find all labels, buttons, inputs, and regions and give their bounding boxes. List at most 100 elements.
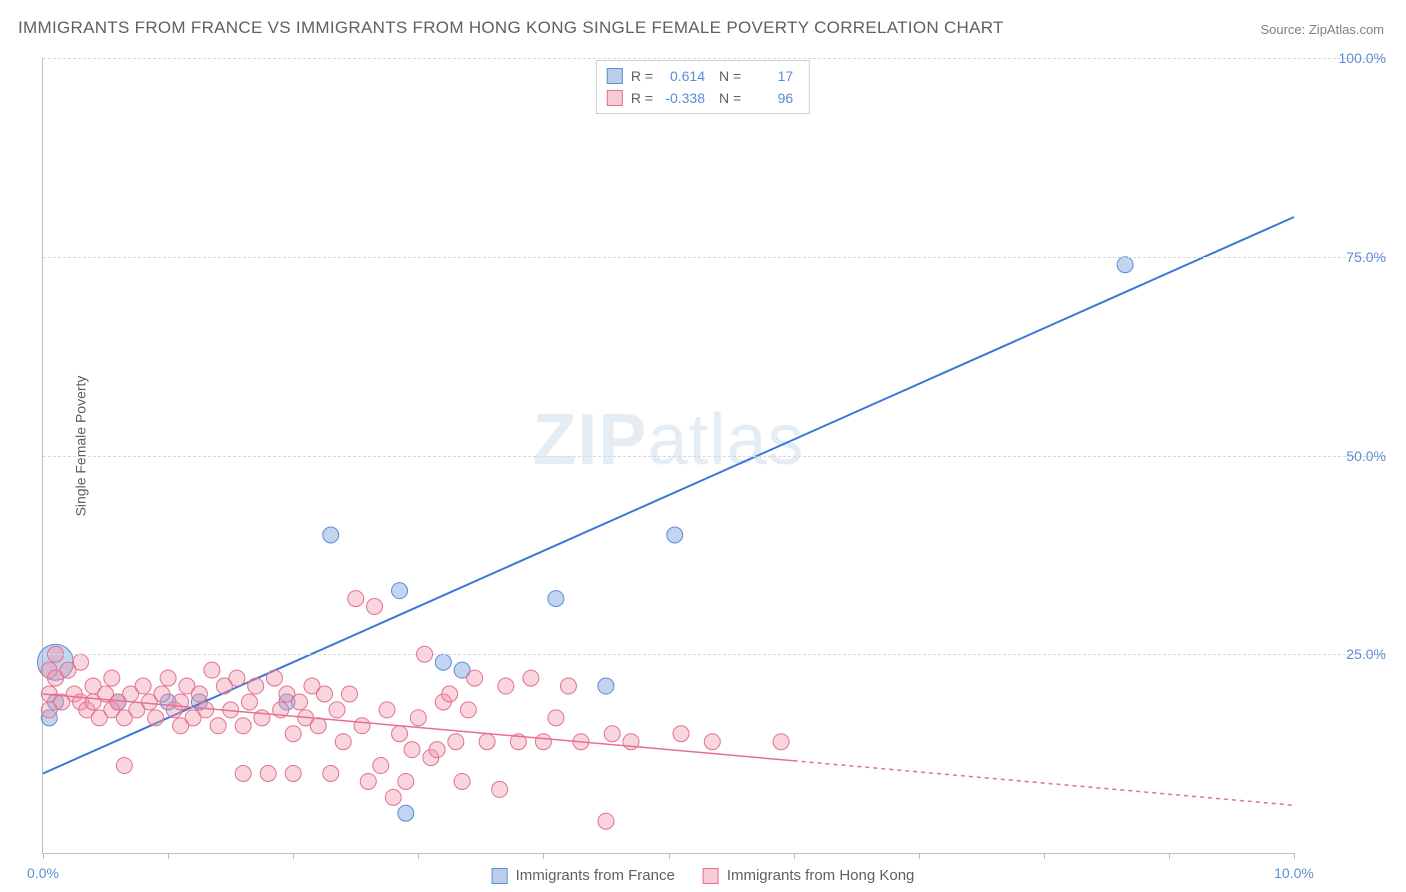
data-point [704,734,720,750]
x-tick [293,853,294,859]
data-point [410,710,426,726]
x-tick [1169,853,1170,859]
swatch-blue-icon [492,868,508,884]
plot-area: ZIPatlas 25.0%50.0%75.0%100.0%0.0%10.0% [42,58,1294,854]
legend-item-hongkong: Immigrants from Hong Kong [703,867,915,884]
data-point [548,710,564,726]
data-point [373,758,389,774]
data-point [348,591,364,607]
data-point [535,734,551,750]
x-tick [794,853,795,859]
data-point [173,694,189,710]
data-point [667,527,683,543]
data-point [104,670,120,686]
data-point [116,758,132,774]
stats-legend: R = 0.614 N = 17 R = -0.338 N = 96 [596,60,810,114]
data-point [398,773,414,789]
stats-row-hongkong: R = -0.338 N = 96 [607,87,799,109]
data-point [548,591,564,607]
data-point [291,694,307,710]
data-point [204,662,220,678]
data-point [598,813,614,829]
x-tick [1294,853,1295,859]
data-point [248,678,264,694]
data-point [598,678,614,694]
data-point [560,678,576,694]
swatch-pink-icon [607,90,623,106]
x-tick-label: 10.0% [1274,865,1314,881]
x-tick [418,853,419,859]
data-point [1117,257,1133,273]
gridline [43,257,1386,258]
data-point [354,718,370,734]
stats-row-france: R = 0.614 N = 17 [607,65,799,87]
data-point [467,670,483,686]
data-point [148,710,164,726]
chart-title: IMMIGRANTS FROM FRANCE VS IMMIGRANTS FRO… [18,18,1004,38]
x-tick [1044,853,1045,859]
legend-item-france: Immigrants from France [492,867,675,884]
data-point [241,694,257,710]
data-point [392,726,408,742]
data-point [160,670,176,686]
data-point [460,702,476,718]
gridline [43,654,1386,655]
y-tick-label: 25.0% [1306,646,1386,662]
data-point [154,686,170,702]
y-tick-label: 50.0% [1306,448,1386,464]
swatch-pink-icon [703,868,719,884]
swatch-blue-icon [607,68,623,84]
data-point [367,599,383,615]
data-point [285,726,301,742]
data-point [404,742,420,758]
legend-label: Immigrants from France [516,867,675,884]
data-point [392,583,408,599]
data-point [492,781,508,797]
data-point [379,702,395,718]
x-tick [543,853,544,859]
y-tick-label: 100.0% [1306,50,1386,66]
data-point [429,742,445,758]
source-label: Source: ZipAtlas.com [1260,22,1384,37]
data-point [285,766,301,782]
data-point [398,805,414,821]
x-tick-label: 0.0% [27,865,59,881]
data-point [235,718,251,734]
data-point [266,670,282,686]
data-point [329,702,345,718]
data-point [73,654,89,670]
gridline [43,58,1386,59]
data-point [604,726,620,742]
y-tick-label: 75.0% [1306,249,1386,265]
data-point [673,726,689,742]
data-point [260,766,276,782]
data-point [442,686,458,702]
data-point [191,686,207,702]
data-point [448,734,464,750]
x-tick [43,853,44,859]
x-tick [919,853,920,859]
data-point [435,654,451,670]
data-point [335,734,351,750]
data-point [479,734,495,750]
data-point [210,718,226,734]
x-tick [168,853,169,859]
chart-container: IMMIGRANTS FROM FRANCE VS IMMIGRANTS FRO… [0,0,1406,892]
data-point [229,670,245,686]
data-point [773,734,789,750]
x-tick [669,853,670,859]
trend-line-dashed [794,761,1294,806]
data-point [341,686,357,702]
data-point [310,718,326,734]
data-point [454,773,470,789]
data-point [198,702,214,718]
gridline [43,456,1386,457]
data-point [316,686,332,702]
data-point [235,766,251,782]
data-point [360,773,376,789]
series-legend: Immigrants from France Immigrants from H… [492,867,915,884]
data-point [323,766,339,782]
legend-label: Immigrants from Hong Kong [727,867,915,884]
data-point [323,527,339,543]
data-point [498,678,514,694]
